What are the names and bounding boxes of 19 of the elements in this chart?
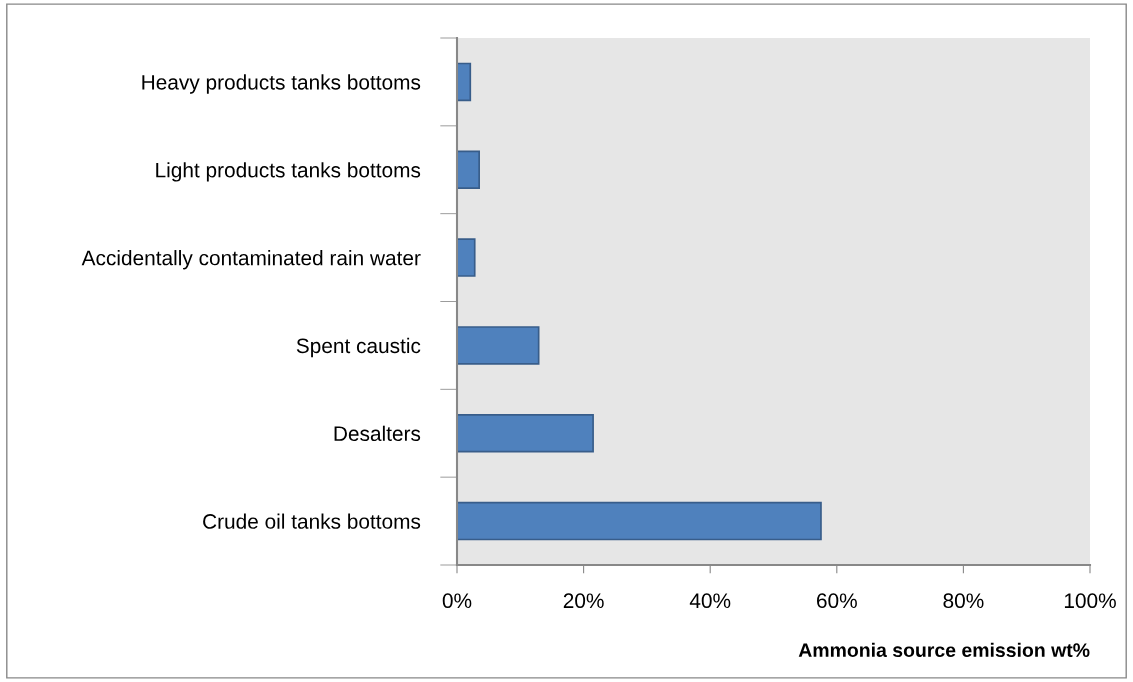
bar (457, 62, 472, 102)
bar (457, 501, 822, 541)
x-tick-label: 100% (1064, 593, 1116, 609)
y-tick-label: Crude oil tanks bottoms (203, 513, 421, 529)
y-tick-label: Spent caustic (296, 337, 421, 358)
x-tick-label: 0% (442, 593, 472, 609)
x-tick-label: 60% (817, 593, 857, 609)
y-tick-label: Desalters (334, 425, 421, 441)
x-tick-label: 80% (943, 593, 984, 609)
y-tick-label: Accidentally contaminated rain water (81, 250, 421, 270)
bar (457, 326, 540, 365)
x-tick-label: 40% (689, 593, 731, 609)
x-axis-title: Ammonia source emission wt% (798, 642, 1090, 658)
bar (457, 150, 480, 190)
y-tick-label: Heavy products tanks bottoms (142, 74, 421, 94)
x-tick-label: 20% (563, 593, 604, 609)
y-tick-label: Light products tanks bottoms (156, 162, 421, 182)
bar (457, 413, 594, 453)
bar (457, 238, 476, 277)
